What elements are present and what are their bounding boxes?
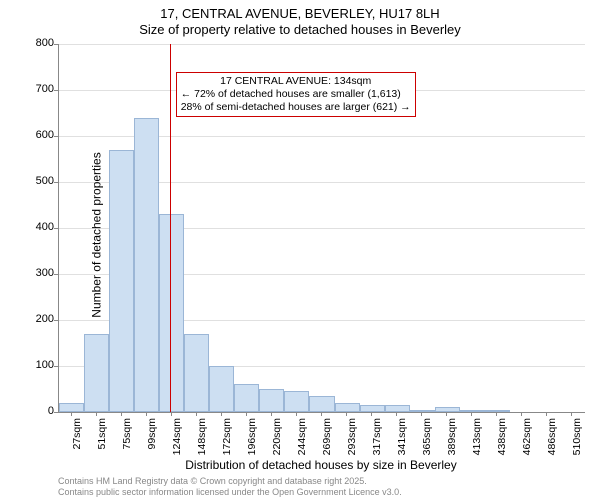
x-tick-label: 317sqm <box>371 418 383 468</box>
gridline <box>59 44 585 45</box>
x-tick-label: 75sqm <box>121 418 133 468</box>
x-tick-label: 244sqm <box>296 418 308 468</box>
x-tick-label: 438sqm <box>496 418 508 468</box>
y-tick-label: 300 <box>14 267 54 279</box>
y-tick-label: 800 <box>14 37 54 49</box>
y-tick-label: 200 <box>14 313 54 325</box>
chart-title: 17, CENTRAL AVENUE, BEVERLEY, HU17 8LH <box>0 6 600 21</box>
histogram-bar <box>335 403 360 412</box>
histogram-bar <box>84 334 109 412</box>
credit-line-2: Contains public sector information licen… <box>58 487 402 497</box>
x-tick-mark <box>96 412 97 416</box>
x-tick-mark <box>221 412 222 416</box>
x-tick-mark <box>521 412 522 416</box>
x-tick-mark <box>296 412 297 416</box>
x-tick-mark <box>346 412 347 416</box>
x-tick-label: 51sqm <box>96 418 108 468</box>
histogram-bar <box>59 403 84 412</box>
annotation-line: 28% of semi-detached houses are larger (… <box>181 101 411 114</box>
histogram-bar <box>385 405 410 412</box>
annotation-box: 17 CENTRAL AVENUE: 134sqm← 72% of detach… <box>176 72 416 117</box>
x-tick-mark <box>371 412 372 416</box>
y-tick-mark <box>54 412 58 413</box>
x-tick-mark <box>321 412 322 416</box>
x-tick-label: 99sqm <box>146 418 158 468</box>
x-tick-mark <box>196 412 197 416</box>
x-tick-label: 196sqm <box>246 418 258 468</box>
y-tick-mark <box>54 136 58 137</box>
histogram-bar <box>184 334 209 412</box>
y-tick-mark <box>54 366 58 367</box>
x-tick-mark <box>571 412 572 416</box>
x-tick-label: 413sqm <box>471 418 483 468</box>
x-tick-label: 124sqm <box>171 418 183 468</box>
y-tick-label: 500 <box>14 175 54 187</box>
plot-area: 17 CENTRAL AVENUE: 134sqm← 72% of detach… <box>58 44 585 413</box>
x-tick-mark <box>71 412 72 416</box>
histogram-bar <box>209 366 234 412</box>
annotation-line: ← 72% of detached houses are smaller (1,… <box>181 88 411 101</box>
y-tick-label: 0 <box>14 405 54 417</box>
y-tick-label: 400 <box>14 221 54 233</box>
x-tick-label: 220sqm <box>271 418 283 468</box>
y-tick-mark <box>54 90 58 91</box>
histogram-bar <box>234 384 259 412</box>
annotation-line: 17 CENTRAL AVENUE: 134sqm <box>181 75 411 88</box>
x-tick-label: 462sqm <box>521 418 533 468</box>
x-tick-label: 389sqm <box>446 418 458 468</box>
x-tick-mark <box>421 412 422 416</box>
x-tick-mark <box>471 412 472 416</box>
x-tick-label: 365sqm <box>421 418 433 468</box>
y-tick-mark <box>54 44 58 45</box>
reference-line <box>170 44 171 412</box>
y-tick-label: 100 <box>14 359 54 371</box>
y-tick-label: 700 <box>14 83 54 95</box>
y-tick-mark <box>54 320 58 321</box>
histogram-bar <box>134 118 159 412</box>
chart-subtitle: Size of property relative to detached ho… <box>0 22 600 37</box>
x-tick-label: 510sqm <box>571 418 583 468</box>
x-tick-mark <box>171 412 172 416</box>
credit-line-1: Contains HM Land Registry data © Crown c… <box>58 476 367 486</box>
histogram-bar <box>109 150 134 412</box>
x-tick-label: 486sqm <box>546 418 558 468</box>
x-tick-mark <box>121 412 122 416</box>
x-tick-mark <box>446 412 447 416</box>
y-tick-mark <box>54 182 58 183</box>
x-tick-mark <box>271 412 272 416</box>
x-tick-mark <box>146 412 147 416</box>
chart-container: 17, CENTRAL AVENUE, BEVERLEY, HU17 8LH S… <box>0 0 600 500</box>
x-tick-mark <box>546 412 547 416</box>
histogram-bar <box>259 389 284 412</box>
x-tick-label: 27sqm <box>71 418 83 468</box>
x-tick-label: 148sqm <box>196 418 208 468</box>
x-tick-label: 172sqm <box>221 418 233 468</box>
y-axis-label: Number of detached properties <box>90 152 104 317</box>
histogram-bar <box>284 391 309 412</box>
y-tick-mark <box>54 228 58 229</box>
x-tick-mark <box>496 412 497 416</box>
x-tick-mark <box>246 412 247 416</box>
x-tick-label: 341sqm <box>396 418 408 468</box>
histogram-bar <box>360 405 385 412</box>
histogram-bar <box>159 214 184 412</box>
y-tick-mark <box>54 274 58 275</box>
x-tick-label: 269sqm <box>321 418 333 468</box>
histogram-bar <box>309 396 334 412</box>
y-tick-label: 600 <box>14 129 54 141</box>
x-tick-mark <box>396 412 397 416</box>
x-tick-label: 293sqm <box>346 418 358 468</box>
